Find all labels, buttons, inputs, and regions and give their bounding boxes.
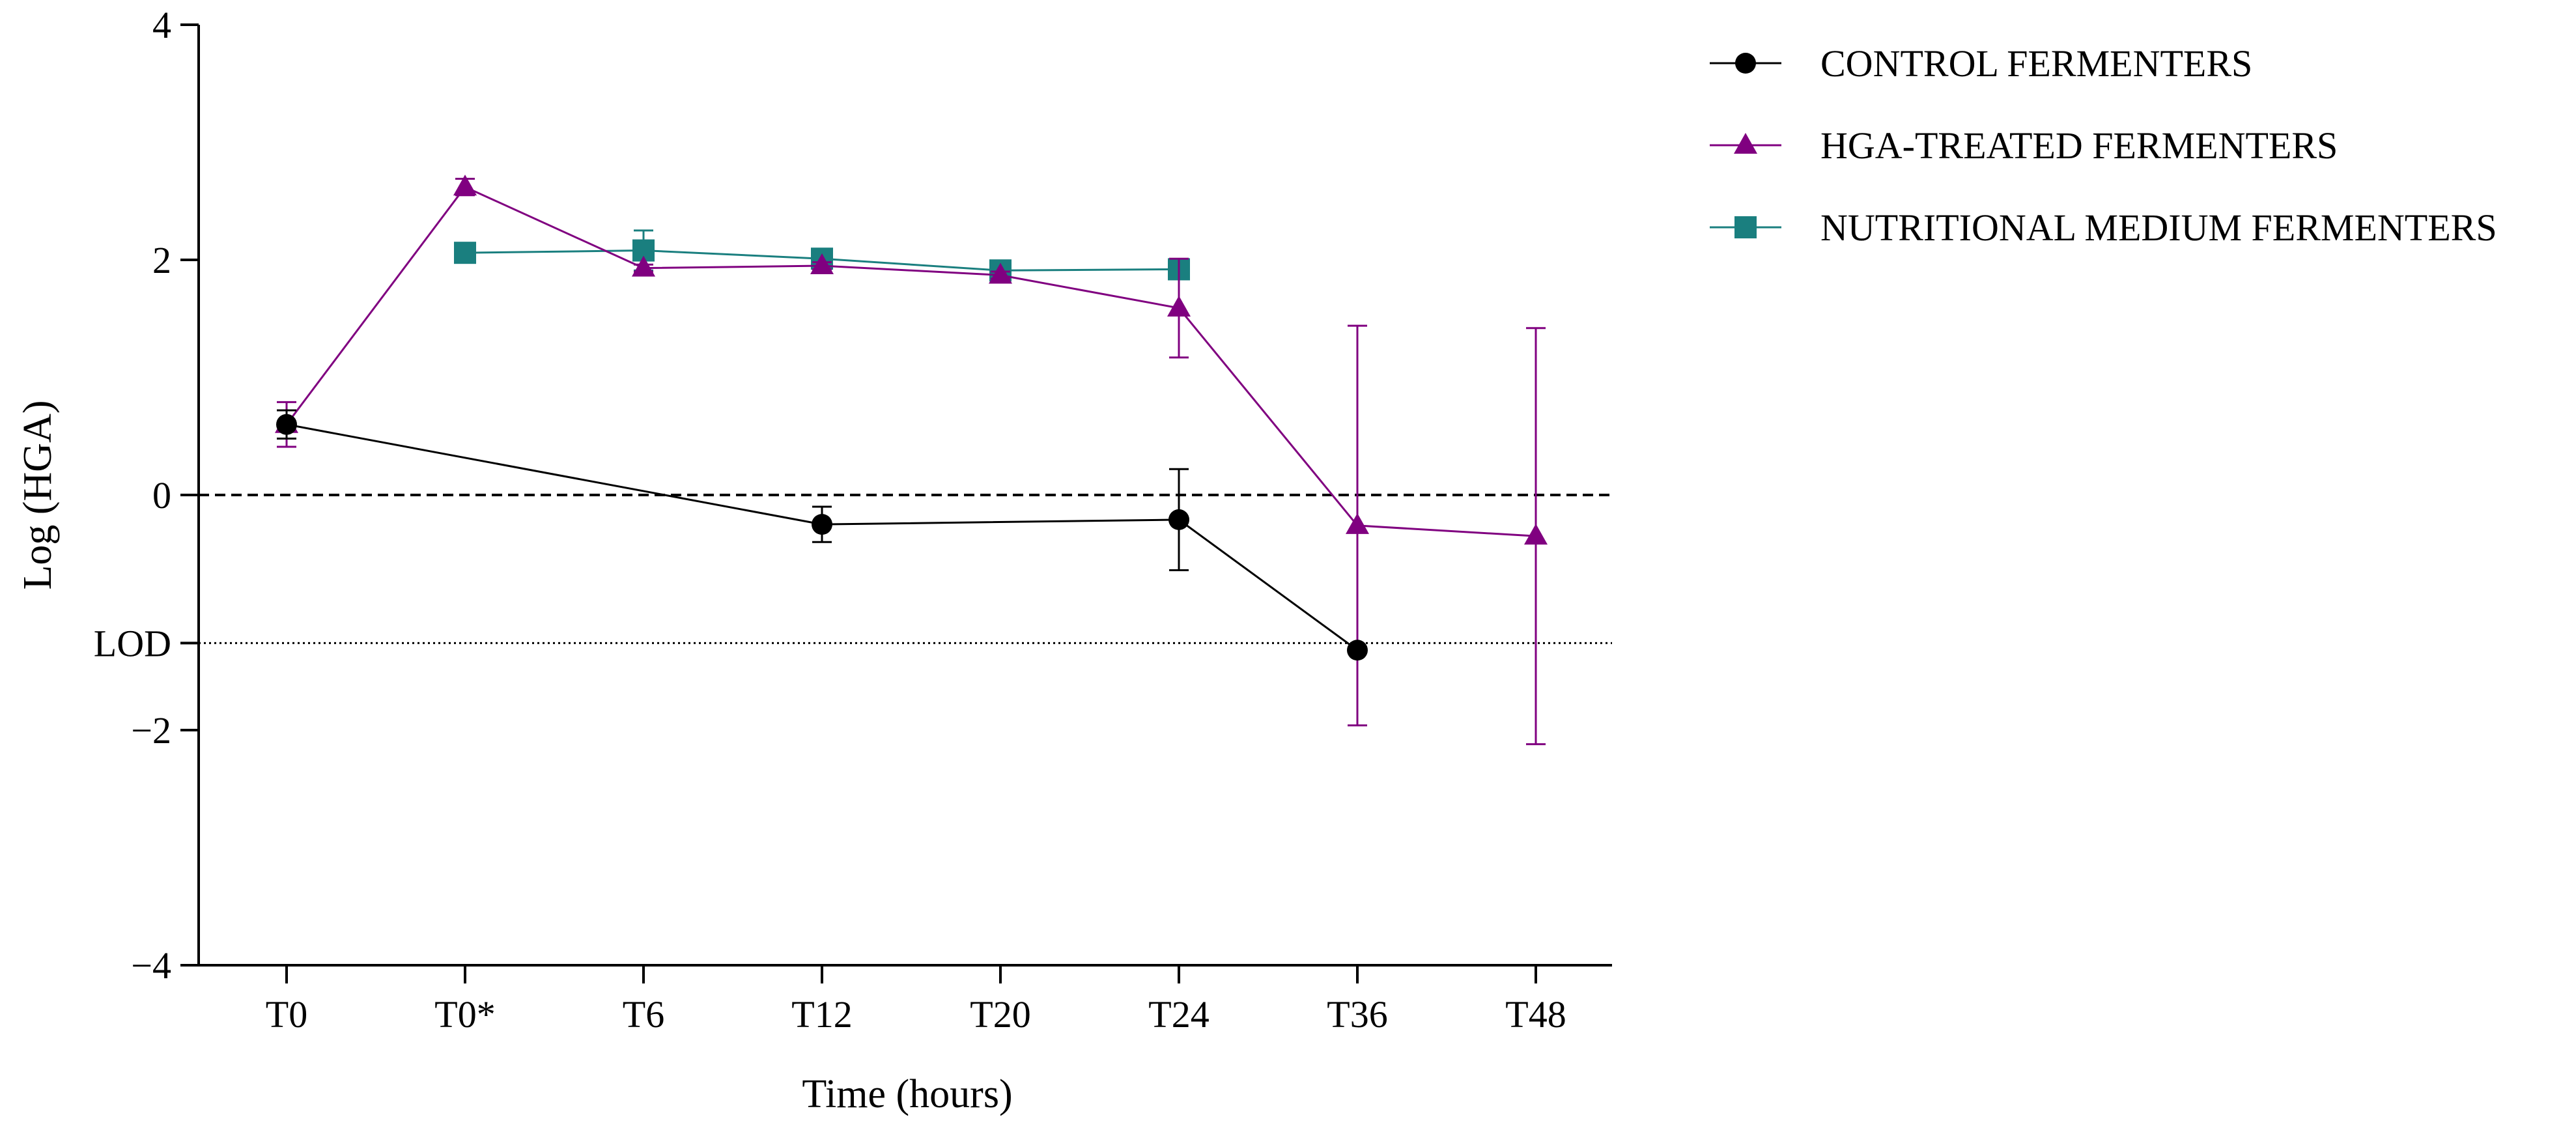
legend-label: CONTROL FERMENTERS — [1820, 42, 2252, 85]
legend-marker — [1734, 133, 1757, 154]
data-point — [454, 242, 476, 264]
reference-lines: LOD — [94, 494, 1612, 664]
x-tick-label: T36 — [1327, 993, 1387, 1036]
x-tick-label: T0* — [434, 993, 495, 1036]
x-tick-label: T20 — [970, 993, 1030, 1036]
x-tick-label: T6 — [623, 993, 664, 1036]
series-line — [286, 423, 1358, 651]
legend-label: NUTRITIONAL MEDIUM FERMENTERS — [1820, 206, 2497, 249]
data-point — [1346, 513, 1369, 534]
x-tick-label: T0 — [266, 993, 307, 1036]
data-point — [810, 253, 834, 275]
data-point — [1167, 296, 1191, 317]
data-point — [812, 514, 832, 535]
data-point — [453, 175, 477, 196]
series-control-fermenters — [276, 409, 1368, 661]
data-point — [1168, 509, 1189, 530]
x-tick-label: T12 — [791, 993, 852, 1036]
axes: 4 2 0 −2 −4 T0 T0* T6 T12 T20 T24 T36 T48 — [131, 4, 1612, 1036]
x-tick-label: T24 — [1148, 993, 1209, 1036]
lod-label: LOD — [94, 622, 171, 664]
series-group — [275, 175, 1548, 746]
data-point — [989, 262, 1012, 284]
data-point — [632, 255, 655, 277]
legend-item-nutritional-medium-fermenters: NUTRITIONAL MEDIUM FERMENTERS — [1710, 206, 2497, 249]
legend-item-control-fermenters: CONTROL FERMENTERS — [1710, 42, 2252, 85]
legend-marker — [1734, 216, 1757, 238]
data-point — [1347, 640, 1368, 661]
y-tick-label: −4 — [131, 944, 171, 987]
legend-label: HGA-TREATED FERMENTERS — [1820, 124, 2338, 167]
legend-item-hga-treated-fermenters: HGA-TREATED FERMENTERS — [1710, 124, 2338, 167]
data-point — [276, 414, 297, 435]
y-tick-label: −2 — [131, 709, 171, 752]
series-line — [285, 186, 1536, 537]
x-tick-label: T48 — [1505, 993, 1566, 1036]
legend-marker — [1735, 53, 1756, 74]
legend: CONTROL FERMENTERS HGA-TREATED FERMENTERS… — [1710, 42, 2497, 249]
data-point — [1524, 524, 1548, 545]
x-axis-title: Time (hours) — [802, 1072, 1012, 1116]
y-tick-label: 2 — [152, 239, 171, 281]
y-axis-title: Log (HGA) — [16, 401, 60, 590]
y-tick-label: 4 — [152, 4, 171, 46]
y-tick-label: 0 — [152, 474, 171, 516]
